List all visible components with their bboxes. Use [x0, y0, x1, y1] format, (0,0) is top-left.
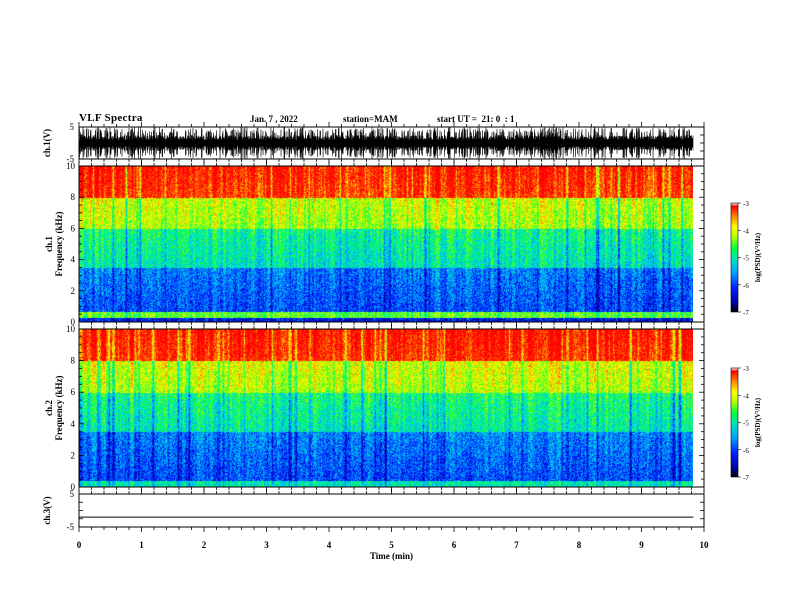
colorbar-2	[730, 367, 739, 478]
spec2-ytick-label: 6	[71, 387, 76, 397]
colorbar-label: log(PSD)(V²/Hz)	[754, 232, 762, 282]
spec2-channel-label: ch.2	[44, 400, 54, 416]
xtick-label: 2	[202, 540, 207, 550]
colorbar-tick-label: -4	[743, 227, 749, 235]
colorbar-1	[730, 202, 739, 313]
spec1-ylabel: Frequency (kHz)	[54, 211, 64, 276]
ch3-ylabel: ch.3(V)	[42, 496, 52, 524]
colorbar-tick-label: -7	[743, 474, 749, 482]
station-label: station=MAM	[343, 114, 398, 124]
xtick-label: 6	[452, 540, 457, 550]
start-time-label: start UT = 21: 0 : 1	[437, 114, 515, 124]
ch1-ytick-label-bottom: -5	[67, 154, 75, 164]
colorbar-tick-label: -3	[743, 365, 749, 373]
xtick-label: 3	[264, 540, 269, 550]
xtick-label: 7	[514, 540, 519, 550]
spec2-ylabel: Frequency (kHz)	[54, 375, 64, 440]
xtick-label: 9	[639, 540, 644, 550]
colorbar-tick-label: -6	[743, 282, 749, 290]
colorbar-tick-label: -5	[743, 255, 749, 263]
ch3-ytick-label-bottom: -5	[67, 522, 75, 532]
ch3-ytick-label-top: 5	[70, 489, 75, 499]
figure-title: VLF Spectra	[79, 112, 143, 124]
ch3-frame	[78, 493, 705, 528]
xtick-label: 4	[327, 540, 332, 550]
colorbar-tick-label: -6	[743, 447, 749, 455]
spec1-ytick-label: 2	[71, 286, 76, 296]
ch2-spectrogram-image	[79, 329, 693, 487]
spec2-ytick-label: 2	[71, 450, 76, 460]
ch1-ylabel: ch.1(V)	[42, 129, 52, 157]
ch1-ytick-label-top: 5	[70, 122, 75, 132]
ch1-spectrogram-image	[79, 166, 693, 322]
xtick-label: 10	[700, 540, 710, 550]
colorbar-label: log(PSD)(V²/Hz)	[754, 397, 762, 447]
spec1-ytick-label: 0	[71, 317, 76, 327]
spec2-ytick-label: 10	[66, 324, 76, 334]
ch1-waveform-trace	[78, 126, 694, 160]
colorbar-tick-label: -3	[743, 200, 749, 208]
spec1-ytick-label: 10	[66, 161, 76, 171]
spec2-ytick-label: 8	[71, 356, 76, 366]
colorbar-tick-label: -5	[743, 420, 749, 428]
spec2-ytick-label: 4	[71, 419, 76, 429]
spec1-ytick-label: 6	[71, 223, 76, 233]
spec1-ytick-label: 8	[71, 192, 76, 202]
colorbar-tick-label: -7	[743, 309, 749, 317]
xtick-label: 1	[139, 540, 144, 550]
xtick-label: 0	[77, 540, 82, 550]
spec2-ytick-label: 0	[71, 482, 76, 492]
colorbar-tick-label: -4	[743, 392, 749, 400]
xtick-label: 5	[389, 540, 394, 550]
date-label: Jan. 7 , 2022	[250, 114, 298, 124]
x-axis-label: Time (min)	[370, 551, 413, 561]
spec1-channel-label: ch.1	[44, 236, 54, 252]
spec1-ytick-label: 4	[71, 255, 76, 265]
xtick-label: 8	[577, 540, 582, 550]
